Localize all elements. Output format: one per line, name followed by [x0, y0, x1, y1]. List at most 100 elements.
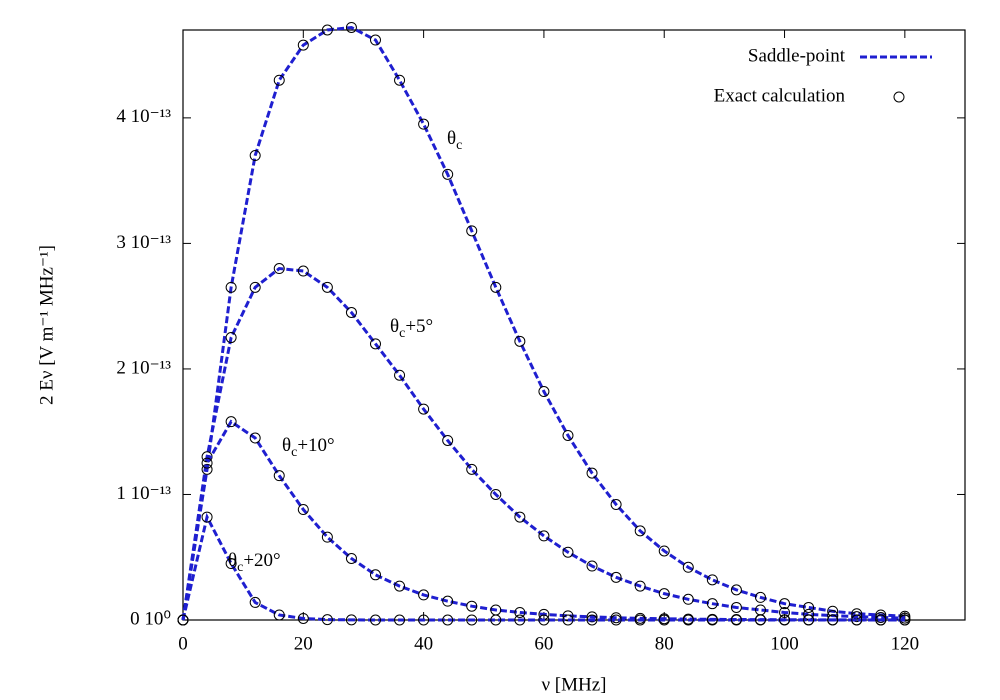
exact-point: [321, 614, 333, 626]
exact-point: [442, 614, 454, 626]
exact-point: [369, 34, 381, 46]
exact-point: [803, 601, 815, 613]
exact-point: [779, 614, 791, 626]
exact-point: [201, 463, 213, 475]
exact-point: [634, 525, 646, 537]
exact-point: [273, 609, 285, 621]
exact-point: [875, 611, 887, 623]
exact-point: [249, 150, 261, 162]
curve-label-symbol: θ: [228, 550, 237, 571]
exact-point: [610, 614, 622, 626]
exact-point: [394, 614, 406, 626]
exact-point: [634, 580, 646, 592]
exact-point: [225, 332, 237, 344]
exact-point: [394, 369, 406, 381]
exact-point: [177, 614, 189, 626]
exact-point: [418, 614, 430, 626]
exact-point: [321, 281, 333, 293]
exact-point: [827, 614, 839, 626]
exact-point: [490, 614, 502, 626]
exact-point: [297, 504, 309, 516]
exact-point: [562, 546, 574, 558]
curve-label-symbol: θ: [447, 128, 456, 149]
exact-point: [273, 263, 285, 275]
exact-point: [225, 416, 237, 428]
exact-point: [514, 511, 526, 523]
exact-point: [369, 569, 381, 581]
exact-point: [249, 432, 261, 444]
exact-point: [345, 614, 357, 626]
curve-label-suffix: +10°: [297, 435, 334, 456]
exact-point: [851, 614, 863, 626]
y-axis-label: 2 Eν [V m⁻¹ MHz⁻¹]: [36, 245, 57, 405]
curve-label-suffix: +5°: [405, 316, 433, 337]
exact-point: [249, 281, 261, 293]
exact-point: [514, 614, 526, 626]
exact-point: [297, 39, 309, 51]
exact-point: [418, 589, 430, 601]
exact-point: [610, 499, 622, 511]
exact-point: [538, 614, 550, 626]
curve-label-sub: c: [456, 138, 462, 153]
exact-point: [586, 560, 598, 572]
exact-point: [345, 552, 357, 564]
exact-point: [466, 600, 478, 612]
exact-point: [201, 511, 213, 523]
curve-label: θc+5°: [390, 316, 433, 341]
legend-label: Exact calculation: [714, 85, 846, 106]
exact-point: [538, 386, 550, 398]
exact-point: [538, 530, 550, 542]
exact-point: [658, 588, 670, 600]
exact-point: [345, 306, 357, 318]
curve-label-sub: c: [237, 560, 243, 575]
exact-point: [466, 463, 478, 475]
exact-point: [394, 580, 406, 592]
curve-label-symbol: θ: [390, 316, 399, 337]
x-tick-label: 60: [534, 633, 553, 654]
exact-point: [442, 595, 454, 607]
exact-point: [490, 281, 502, 293]
exact-point: [706, 614, 718, 626]
exact-point: [369, 338, 381, 350]
exact-point: [779, 598, 791, 610]
exact-point: [297, 265, 309, 277]
exact-point: [225, 558, 237, 570]
exact-point: [586, 467, 598, 479]
exact-point: [658, 545, 670, 557]
exact-point: [562, 429, 574, 441]
exact-point: [321, 531, 333, 543]
exact-point: [466, 225, 478, 237]
curve-label: θc: [447, 128, 462, 153]
exact-point: [658, 614, 670, 626]
exact-point: [418, 118, 430, 130]
curve-label-sub: c: [291, 445, 297, 460]
exact-point: [442, 168, 454, 180]
exact-point: [394, 74, 406, 86]
exact-point: [369, 614, 381, 626]
exact-point: [754, 591, 766, 603]
exact-point: [418, 403, 430, 415]
x-tick-label: 120: [891, 633, 920, 654]
y-tick-label: 3 10⁻¹³: [116, 232, 171, 253]
exact-point: [297, 612, 309, 624]
exact-point: [610, 571, 622, 583]
y-tick-label: 1 10⁻¹³: [116, 483, 171, 504]
exact-point: [586, 614, 598, 626]
x-tick-label: 20: [294, 633, 313, 654]
exact-point: [562, 610, 574, 622]
exact-point: [754, 614, 766, 626]
exact-point: [682, 593, 694, 605]
exact-point: [851, 611, 863, 623]
exact-point: [321, 24, 333, 36]
exact-point: [345, 21, 357, 33]
exact-point: [803, 614, 815, 626]
x-axis-label: ν [MHz]: [541, 674, 606, 695]
curve-label: θc+10°: [282, 435, 335, 460]
exact-point: [899, 614, 911, 626]
x-tick-label: 80: [655, 633, 674, 654]
x-tick-label: 100: [770, 633, 799, 654]
exact-point: [634, 614, 646, 626]
exact-point: [730, 584, 742, 596]
exact-point: [875, 614, 887, 626]
